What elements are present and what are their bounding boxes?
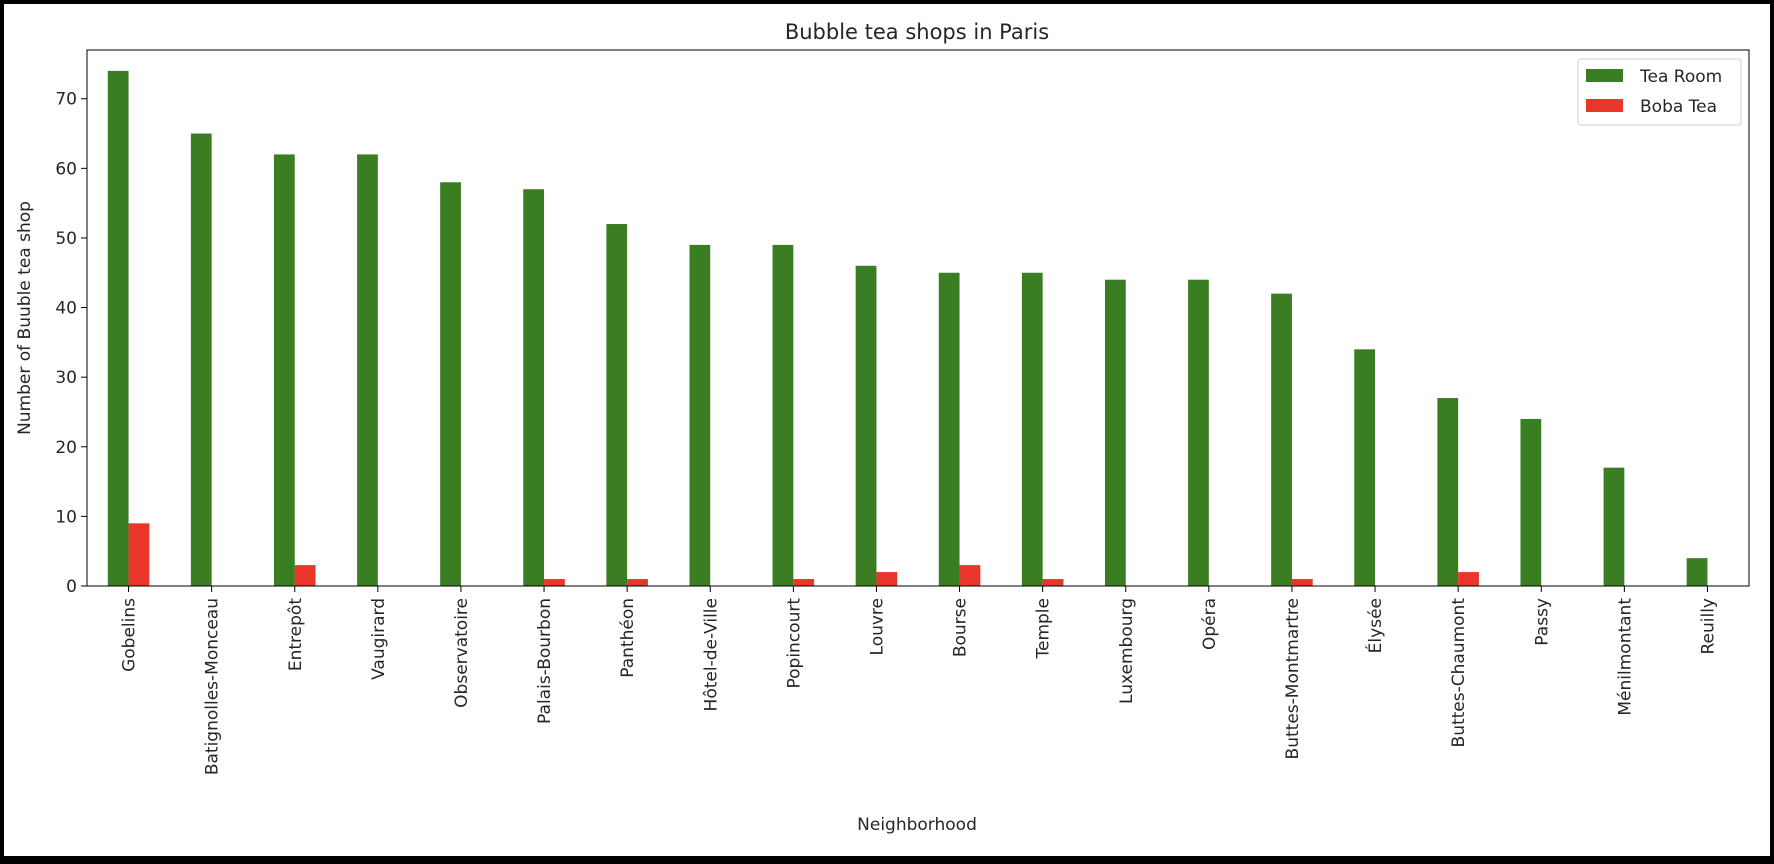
- bar-tea-room-12: [1104, 279, 1126, 586]
- bar-tea-room-9: [855, 265, 877, 586]
- bar-boba-tea-0: [128, 523, 150, 586]
- bar-boba-tea-16: [1458, 572, 1479, 586]
- legend-swatch-boba-tea: [1586, 99, 1623, 112]
- bar-tea-room-14: [1271, 293, 1292, 586]
- legend-label-boba-tea: Boba Tea: [1640, 97, 1717, 117]
- bar-tea-room-10: [938, 272, 960, 586]
- x-tick-label: Buttes-Chaumont: [1449, 598, 1469, 748]
- x-tick-label: Reuilly: [1698, 598, 1718, 655]
- y-axis-label: Number of Buuble tea shop: [15, 201, 35, 435]
- x-tick-label: Opéra: [1200, 598, 1220, 650]
- bar-tea-room-16: [1437, 398, 1459, 586]
- x-tick-label: Élysée: [1364, 598, 1386, 653]
- bar-boba-tea-8: [793, 579, 815, 586]
- y-tick-label: 30: [55, 368, 77, 388]
- chart-frame: Bubble tea shops in Paris 0 10 20 30 40 50 60 7…: [4, 4, 1770, 856]
- x-tick-label: Vaugirard: [369, 598, 389, 680]
- x-tick-label: Popincourt: [784, 598, 804, 689]
- x-tick-label: Panthéon: [618, 598, 638, 678]
- bar-boba-tea-6: [627, 579, 648, 586]
- bar-boba-tea-2: [294, 565, 316, 586]
- x-tick-label: Batignolles-Monceau: [203, 598, 223, 775]
- y-tick-label: 70: [55, 90, 77, 110]
- bar-tea-room-0: [107, 70, 129, 586]
- bar-tea-room-2: [273, 154, 295, 587]
- y-tick-label: 40: [55, 299, 77, 319]
- x-tick-label: Luxembourg: [1117, 598, 1137, 704]
- y-tick-label: 20: [55, 438, 77, 458]
- plot-area: [107, 70, 1708, 587]
- bar-tea-room-6: [606, 224, 628, 586]
- bar-tea-room-17: [1520, 418, 1542, 586]
- legend: Tea Room Boba Tea: [1577, 58, 1742, 126]
- bar-boba-tea-9: [876, 572, 898, 586]
- y-axis: 0 10 20 30 40 50 60 70: [55, 90, 87, 597]
- y-tick-label: 0: [66, 577, 77, 597]
- x-tick-label: Hôtel-de-Ville: [701, 598, 721, 711]
- x-tick-label: Observatoire: [452, 598, 472, 708]
- bar-tea-room-4: [440, 182, 461, 586]
- bar-tea-room-1: [190, 133, 212, 586]
- bar-boba-tea-5: [544, 579, 565, 586]
- bar-boba-tea-11: [1042, 579, 1064, 586]
- bar-tea-room-18: [1603, 467, 1625, 586]
- x-tick-label: Bourse: [951, 598, 971, 657]
- chart-title: Bubble tea shops in Paris: [785, 20, 1049, 44]
- y-tick-label: 50: [55, 229, 77, 249]
- bar-tea-room-19: [1686, 558, 1708, 586]
- y-tick-label: 60: [55, 159, 77, 179]
- x-tick-label: Palais-Bourbon: [535, 598, 555, 724]
- bar-tea-room-7: [689, 244, 711, 586]
- x-tick-label: Passy: [1532, 598, 1552, 646]
- bar-tea-room-11: [1021, 272, 1043, 586]
- bar-boba-tea-10: [959, 565, 981, 586]
- x-tick-label: Buttes-Montmartre: [1283, 598, 1303, 759]
- bar-tea-room-15: [1354, 349, 1376, 586]
- x-tick-label: Entrepôt: [286, 598, 306, 671]
- y-tick-label: 10: [55, 507, 77, 527]
- x-tick-label: Louvre: [867, 598, 887, 655]
- legend-label-tea-room: Tea Room: [1639, 67, 1722, 87]
- legend-swatch-tea-room: [1586, 69, 1623, 82]
- x-axis: Gobelins Batignolles-Monceau Entrepôt Vaugi…: [120, 586, 1718, 775]
- bar-chart: Bubble tea shops in Paris 0 10 20 30 40 50 60 7…: [15, 20, 1750, 835]
- x-tick-label: Ménilmontant: [1615, 598, 1635, 716]
- bar-tea-room-8: [772, 244, 794, 586]
- x-tick-label: Temple: [1034, 598, 1054, 660]
- x-axis-label: Neighborhood: [857, 815, 977, 835]
- bar-boba-tea-14: [1291, 579, 1313, 586]
- bar-tea-room-13: [1188, 279, 1209, 586]
- bar-tea-room-3: [357, 154, 378, 587]
- x-tick-label: Gobelins: [120, 598, 140, 672]
- bar-tea-room-5: [523, 189, 545, 586]
- plot-frame: [86, 49, 1750, 587]
